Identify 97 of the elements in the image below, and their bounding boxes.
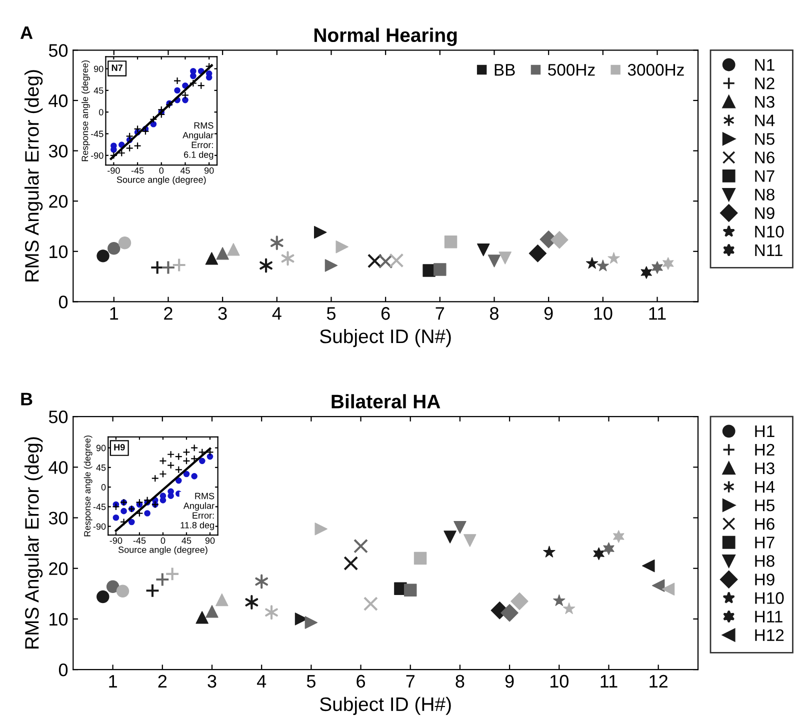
y-tick-label: 30 <box>48 512 68 524</box>
annotation: 500Hz <box>548 64 595 76</box>
x-tick-label: 8 <box>456 674 464 688</box>
y-tick-label: 90 <box>94 66 104 72</box>
legend-label: H1 <box>755 426 774 437</box>
x-tick-label: 2 <box>158 674 167 688</box>
y-tick-label: -90 <box>91 152 104 159</box>
legend-label: N11 <box>755 244 782 256</box>
legend-label: H12 <box>755 629 784 641</box>
x-tick-label: 10 <box>594 307 612 320</box>
legend-label: N1 <box>755 59 774 71</box>
x-tick-label: 4 <box>256 675 266 688</box>
legend-label: H3 <box>755 462 774 474</box>
y-tick-label: 10 <box>50 245 68 258</box>
y-tick-label: 50 <box>48 44 68 57</box>
x-tick-label: 2 <box>164 307 172 320</box>
annotation: 3000Hz <box>628 64 684 76</box>
y-tick-label: 90 <box>96 444 106 452</box>
y-axis-title: Response angle (degree) <box>84 436 92 536</box>
y-tick-label: 50 <box>48 410 68 424</box>
y-axis-title: RMS Angular Error (deg) <box>24 70 43 282</box>
text: H9 <box>114 444 125 450</box>
y-tick-label: 10 <box>50 612 68 626</box>
x-tick-label: 6 <box>356 674 366 688</box>
x-tick-label: 45 <box>180 167 190 174</box>
y-tick-label: 20 <box>49 562 68 576</box>
x-tick-label: 0 <box>159 167 164 174</box>
x-tick-label: 11 <box>600 675 618 688</box>
x-tick-label: -90 <box>110 537 122 544</box>
y-tick-label: 0 <box>58 664 68 676</box>
y-tick-label: 0 <box>98 109 104 116</box>
x-tick-label: -45 <box>131 167 144 174</box>
x-tick-label: 4 <box>272 307 282 320</box>
text: A <box>20 26 33 39</box>
y-axis-title: RMS Angular Error (deg) <box>24 437 43 648</box>
legend-label: H6 <box>755 518 774 530</box>
legend-label: H9 <box>755 574 774 586</box>
x-tick-label: -90 <box>108 167 120 174</box>
legend-label: N9 <box>755 207 774 220</box>
chart-title: Bilateral HA <box>332 394 440 408</box>
x-tick-label: 5 <box>326 307 336 320</box>
x-tick-label: 3 <box>208 674 216 688</box>
legend-label: H10 <box>755 592 784 604</box>
x-axis-title: Subject ID (N#) <box>320 328 451 348</box>
x-tick-label: 3 <box>218 307 227 320</box>
y-tick-label: -45 <box>93 504 106 510</box>
y-tick-label: 20 <box>49 195 68 208</box>
legend-label: N10 <box>755 226 784 238</box>
x-tick-label: 1 <box>110 307 118 320</box>
y-tick-label: 45 <box>94 87 104 94</box>
y-tick-label: 0 <box>58 296 68 308</box>
y-tick-label: 30 <box>48 144 68 158</box>
legend-label: N6 <box>755 152 774 164</box>
text: B <box>21 392 32 406</box>
x-axis-title: Source angle (degree) <box>118 546 208 555</box>
x-axis-title: Source angle (degree) <box>116 176 206 185</box>
chart-title: Normal Hearing <box>314 28 457 46</box>
x-tick-label: 90 <box>204 167 214 174</box>
x-tick-label: 11 <box>649 307 666 320</box>
legend-label: N8 <box>755 188 774 200</box>
y-tick-label: 45 <box>96 464 106 471</box>
x-tick-label: 7 <box>436 307 444 320</box>
y-tick-label: -45 <box>91 130 104 138</box>
x-tick-label: 0 <box>160 537 166 544</box>
x-tick-label: 9 <box>544 307 553 320</box>
y-tick-label: 40 <box>48 94 68 108</box>
legend-label: N5 <box>755 133 774 145</box>
legend-label: H8 <box>755 555 774 567</box>
annotation: RMS Angular Error: 11.8 deg <box>180 492 214 530</box>
x-tick-label: 9 <box>505 674 514 688</box>
legend-label: H4 <box>755 481 775 493</box>
x-tick-label: 8 <box>490 307 498 320</box>
x-tick-label: -45 <box>133 537 146 544</box>
legend-label: H7 <box>755 536 774 548</box>
y-axis-title: Response angle (degree) <box>81 60 90 162</box>
x-tick-label: 10 <box>550 674 568 688</box>
x-tick-label: 1 <box>109 675 117 688</box>
x-tick-label: 7 <box>406 675 414 688</box>
text: N7 <box>112 64 122 71</box>
legend-label: N3 <box>755 96 774 108</box>
annotation: RMS Angular Error: 6.1 deg <box>182 122 214 160</box>
x-axis-title: Subject ID (H#) <box>320 696 451 715</box>
x-tick-label: 45 <box>182 537 192 544</box>
legend-label: N7 <box>755 170 774 182</box>
x-tick-label: 90 <box>205 537 215 544</box>
y-tick-label: 40 <box>48 461 68 474</box>
legend-label: N2 <box>755 77 774 90</box>
x-tick-label: 5 <box>306 675 316 688</box>
x-tick-label: 6 <box>381 307 390 320</box>
y-tick-label: -90 <box>93 523 106 530</box>
legend-label: H11 <box>755 610 782 622</box>
legend-label: N4 <box>755 114 775 126</box>
y-tick-label: 0 <box>101 484 106 490</box>
annotation: BB <box>494 64 515 76</box>
legend-label: H2 <box>755 444 774 456</box>
x-tick-label: 12 <box>650 674 668 688</box>
legend-label: H5 <box>755 500 774 512</box>
